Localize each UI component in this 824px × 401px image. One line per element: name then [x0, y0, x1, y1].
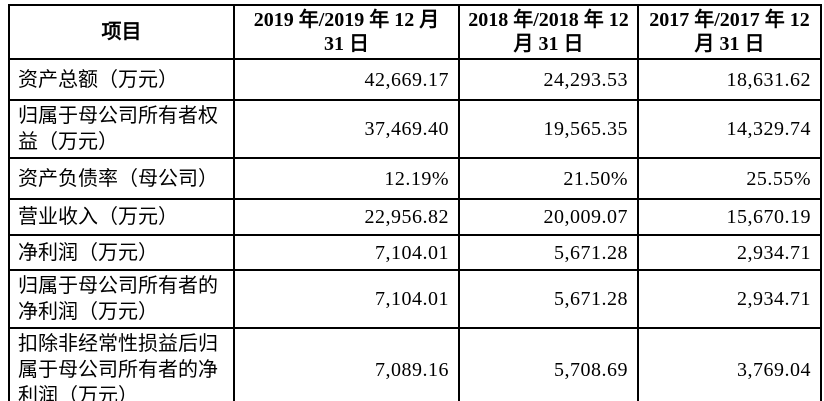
financial-summary-table: 项目 2019 年/2019 年 12 月 31 日 2018 年/2018 年…	[8, 4, 822, 401]
col-header-item: 项目	[8, 4, 235, 60]
table-row-parent-equity: 归属于母公司所有者权益（万元） 37,469.40 19,565.35 14,3…	[8, 99, 822, 159]
value-2017: 15,670.19	[637, 198, 822, 236]
value-2019: 7,104.01	[233, 234, 460, 271]
table-row-debt-ratio: 资产负债率（母公司） 12.19% 21.50% 25.55%	[8, 157, 822, 200]
value-2017: 3,769.04	[637, 327, 822, 401]
table-header-row: 项目 2019 年/2019 年 12 月 31 日 2018 年/2018 年…	[8, 4, 822, 60]
col-header-2019-line2: 31 日	[324, 33, 369, 55]
col-header-2019: 2019 年/2019 年 12 月 31 日	[233, 4, 460, 60]
value-2017: 25.55%	[637, 157, 822, 200]
value-2017: 14,329.74	[637, 99, 822, 159]
row-label: 归属于母公司所有者的净利润（万元）	[8, 269, 235, 329]
table-row-revenue: 营业收入（万元） 22,956.82 20,009.07 15,670.19	[8, 198, 822, 236]
value-2018: 24,293.53	[458, 58, 639, 101]
row-label: 营业收入（万元）	[8, 198, 235, 236]
row-label: 资产负债率（母公司）	[8, 157, 235, 200]
value-2017: 2,934.71	[637, 269, 822, 329]
col-header-2018: 2018 年/2018 年 12 月 31 日	[458, 4, 639, 60]
row-label: 净利润（万元）	[8, 234, 235, 271]
table-row-deducted-net-profit: 扣除非经常性损益后归属于母公司所有者的净利润（万元） 7,089.16 5,70…	[8, 327, 822, 401]
col-header-item-label: 项目	[101, 21, 142, 43]
row-label: 扣除非经常性损益后归属于母公司所有者的净利润（万元）	[8, 327, 235, 401]
col-header-2017: 2017 年/2017 年 12 月 31 日	[637, 4, 822, 60]
value-2017: 2,934.71	[637, 234, 822, 271]
table-row-parent-net-profit: 归属于母公司所有者的净利润（万元） 7,104.01 5,671.28 2,93…	[8, 269, 822, 329]
value-2019: 7,104.01	[233, 269, 460, 329]
col-header-2018-line2: 月 31 日	[513, 33, 584, 55]
col-header-2017-line2: 月 31 日	[694, 33, 765, 55]
row-label: 资产总额（万元）	[8, 58, 235, 101]
value-2017: 18,631.62	[637, 58, 822, 101]
value-2018: 5,708.69	[458, 327, 639, 401]
value-2019: 7,089.16	[233, 327, 460, 401]
value-2018: 19,565.35	[458, 99, 639, 159]
value-2019: 37,469.40	[233, 99, 460, 159]
row-label: 归属于母公司所有者权益（万元）	[8, 99, 235, 159]
value-2018: 5,671.28	[458, 234, 639, 271]
value-2019: 42,669.17	[233, 58, 460, 101]
col-header-2017-line1: 2017 年/2017 年 12	[649, 9, 810, 31]
col-header-2018-line1: 2018 年/2018 年 12	[468, 9, 629, 31]
value-2018: 20,009.07	[458, 198, 639, 236]
table-row-total-assets: 资产总额（万元） 42,669.17 24,293.53 18,631.62	[8, 58, 822, 101]
value-2018: 21.50%	[458, 157, 639, 200]
col-header-2019-line1: 2019 年/2019 年 12 月	[253, 9, 440, 31]
value-2019: 22,956.82	[233, 198, 460, 236]
table-row-net-profit: 净利润（万元） 7,104.01 5,671.28 2,934.71	[8, 234, 822, 271]
value-2019: 12.19%	[233, 157, 460, 200]
value-2018: 5,671.28	[458, 269, 639, 329]
